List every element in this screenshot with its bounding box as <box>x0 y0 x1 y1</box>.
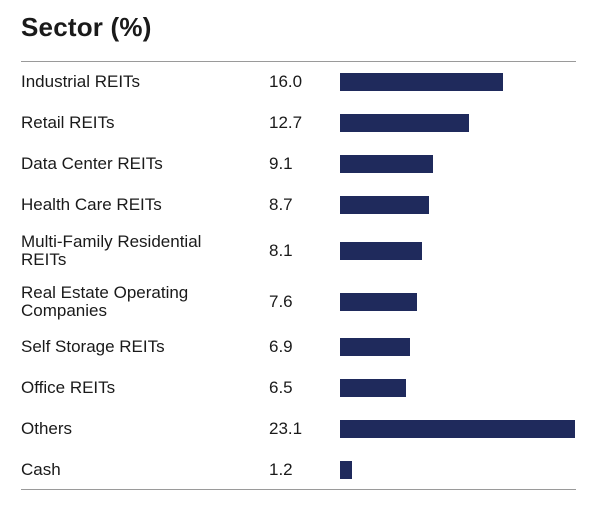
value-label: 6.9 <box>269 337 293 356</box>
value-label: 16.0 <box>269 72 303 91</box>
value-label: 12.7 <box>269 113 303 132</box>
bottom-divider <box>21 489 576 490</box>
category-label: Others <box>21 419 73 438</box>
category-label: Multi-Family Residential <box>21 232 202 251</box>
bar <box>340 242 422 260</box>
bar <box>340 338 410 356</box>
category-label: Data Center REITs <box>21 154 163 173</box>
value-label: 23.1 <box>269 419 303 438</box>
category-label: Industrial REITs <box>21 72 141 91</box>
bar <box>340 155 433 173</box>
bar <box>340 293 417 311</box>
top-divider <box>21 61 576 62</box>
bar <box>340 379 406 397</box>
category-label: Real Estate Operating <box>21 283 189 302</box>
category-label: Self Storage REITs <box>21 337 165 356</box>
value-label: 6.5 <box>269 378 293 397</box>
bar <box>340 114 469 132</box>
category-label: REITs <box>21 250 67 269</box>
category-label: Cash <box>21 460 61 479</box>
category-label: Health Care REITs <box>21 195 162 214</box>
bar <box>340 461 352 479</box>
category-label: Companies <box>21 301 107 320</box>
value-label: 9.1 <box>269 154 293 173</box>
bar <box>340 420 575 438</box>
category-label: Office REITs <box>21 378 116 397</box>
category-label: Retail REITs <box>21 113 115 132</box>
bar <box>340 73 503 91</box>
bar <box>340 196 429 214</box>
value-label: 8.1 <box>269 241 293 260</box>
value-label: 1.2 <box>269 460 293 479</box>
value-label: 7.6 <box>269 292 293 311</box>
chart-title: Sector (%) <box>21 12 152 42</box>
value-label: 8.7 <box>269 195 293 214</box>
